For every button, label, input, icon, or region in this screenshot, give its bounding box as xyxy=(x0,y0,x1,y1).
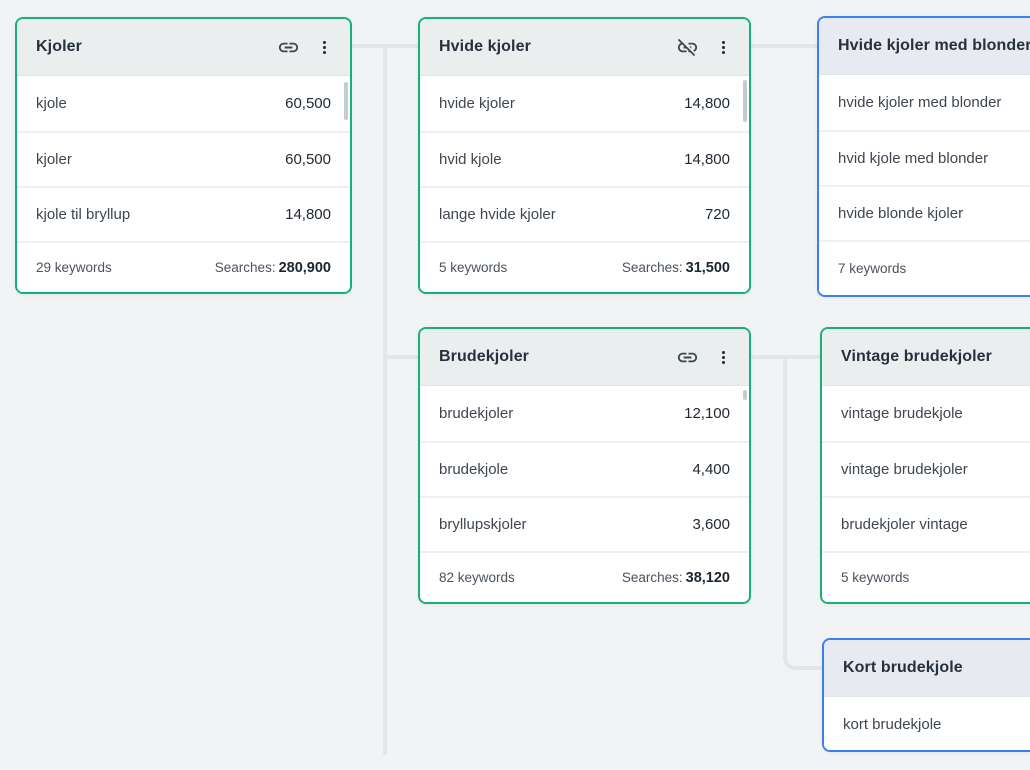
keyword-text: hvide blonde kjoler xyxy=(838,205,963,222)
card-title: Hvide kjoler xyxy=(439,38,663,56)
kebab-menu-icon[interactable] xyxy=(711,341,735,373)
keyword-list: hvide kjoler med blonder hvid kjole med b… xyxy=(819,75,1030,295)
cluster-card-hvide-kjoler[interactable]: Hvide kjoler hvide kjoler14,800hvid kjol… xyxy=(418,17,751,294)
keyword-row[interactable]: hvide kjoler 14,800 xyxy=(420,76,749,131)
searches-total: Searches:38,120 xyxy=(622,570,730,586)
card-footer: 7 keywords xyxy=(819,240,1030,295)
connector-hvide-to-blonder xyxy=(751,44,817,48)
keyword-row[interactable]: hvid kjole 14,800 xyxy=(420,131,749,186)
card-header: Kjoler xyxy=(17,19,350,76)
searches-label: Searches: xyxy=(622,570,683,585)
keyword-text: kort brudekjole xyxy=(843,716,941,733)
keyword-row[interactable]: brudekjole 4,400 xyxy=(420,441,749,496)
card-header: Brudekjoler xyxy=(420,329,749,386)
keyword-text: vintage brudekjoler xyxy=(841,461,968,478)
card-footer: 5 keywords Searches:31,500 xyxy=(420,241,749,292)
link-off-icon[interactable] xyxy=(671,31,703,63)
list-scrollbar-thumb[interactable] xyxy=(743,390,747,400)
card-footer: 5 keywords xyxy=(822,551,1030,602)
link-icon[interactable] xyxy=(272,31,304,63)
kebab-menu-icon[interactable] xyxy=(711,31,735,63)
keyword-text: bryllupskjoler xyxy=(439,516,527,533)
search-volume: 14,800 xyxy=(285,206,331,223)
search-volume: 720 xyxy=(705,206,730,223)
search-volume: 4,400 xyxy=(692,461,730,478)
keyword-row[interactable]: brudekjoler vintage xyxy=(822,496,1030,551)
search-volume: 12,100 xyxy=(684,405,730,422)
searches-label: Searches: xyxy=(215,260,276,275)
keyword-row[interactable]: vintage brudekjole xyxy=(822,386,1030,441)
keyword-row[interactable]: kjole 60,500 xyxy=(17,76,350,131)
connector-branch-brudekjoler xyxy=(383,355,418,359)
keyword-text: hvide kjoler xyxy=(439,95,515,112)
keyword-row[interactable]: vintage brudekjoler xyxy=(822,441,1030,496)
keyword-row[interactable]: hvide blonde kjoler xyxy=(819,185,1030,240)
keywords-count: 5 keywords xyxy=(841,570,909,585)
keyword-list: brudekjoler 12,100 brudekjole 4,400 bryllups… xyxy=(420,386,749,602)
card-footer: 82 keywords Searches:38,120 xyxy=(420,551,749,602)
card-title: Kjoler xyxy=(36,38,264,56)
search-volume: 14,800 xyxy=(684,95,730,112)
cluster-canvas[interactable]: Kjoler kjole 60,500 kjoler 60,500 kjole til … xyxy=(0,0,1030,770)
card-title: Brudekjoler xyxy=(439,348,663,366)
keyword-text: lange hvide kjoler xyxy=(439,206,556,223)
search-volume: 14,800 xyxy=(684,151,730,168)
cluster-card-vintage-brudekjoler[interactable]: Vintage brudekjoler vintage brudekjolevi… xyxy=(820,327,1030,604)
connector-left-trunk xyxy=(383,44,387,755)
keywords-count: 82 keywords xyxy=(439,570,515,585)
searches-label: Searches: xyxy=(622,260,683,275)
search-volume: 3,600 xyxy=(692,516,730,533)
search-volume: 60,500 xyxy=(285,151,331,168)
cluster-card-hvide-kjoler-med-blonder[interactable]: Hvide kjoler med blonder hvide kjoler me… xyxy=(817,16,1030,297)
card-title: Hvide kjoler med blonder xyxy=(838,37,1030,55)
keyword-row[interactable]: lange hvide kjoler 720 xyxy=(420,186,749,241)
card-header: Hvide kjoler xyxy=(420,19,749,76)
keyword-row[interactable]: kjole til bryllup 14,800 xyxy=(17,186,350,241)
keyword-text: hvid kjole med blonder xyxy=(838,150,988,167)
keyword-text: kjoler xyxy=(36,151,72,168)
card-title: Kort brudekjole xyxy=(843,659,1030,677)
card-header: Vintage brudekjoler xyxy=(822,329,1030,386)
keywords-count: 7 keywords xyxy=(838,261,906,276)
keyword-list: kjole 60,500 kjoler 60,500 kjole til bryllup… xyxy=(17,76,350,292)
kebab-menu-icon[interactable] xyxy=(312,31,336,63)
keywords-count: 29 keywords xyxy=(36,260,112,275)
cluster-card-kjoler[interactable]: Kjoler kjole 60,500 kjoler 60,500 kjole til … xyxy=(15,17,352,294)
link-icon[interactable] xyxy=(671,341,703,373)
card-header: Hvide kjoler med blonder xyxy=(819,18,1030,75)
keyword-text: kjole xyxy=(36,95,67,112)
cluster-card-kort-brudekjole[interactable]: Kort brudekjole kort brudekjole xyxy=(822,638,1030,752)
searches-value: 280,900 xyxy=(279,260,331,276)
keyword-text: vintage brudekjole xyxy=(841,405,963,422)
keyword-text: kjole til bryllup xyxy=(36,206,130,223)
searches-value: 38,120 xyxy=(686,570,730,586)
keyword-row[interactable]: kort brudekjole xyxy=(824,697,1030,752)
keyword-list: hvide kjoler 14,800 hvid kjole 14,800 lange … xyxy=(420,76,749,292)
list-scrollbar-thumb[interactable] xyxy=(743,80,747,122)
keyword-row[interactable]: hvid kjole med blonder xyxy=(819,130,1030,185)
keyword-list: vintage brudekjole vintage brudekjoler bru… xyxy=(822,386,1030,602)
searches-total: Searches:280,900 xyxy=(215,260,331,276)
card-title: Vintage brudekjoler xyxy=(841,348,1030,366)
keyword-list: kort brudekjole xyxy=(824,697,1030,750)
card-header: Kort brudekjole xyxy=(824,640,1030,697)
list-scrollbar-thumb[interactable] xyxy=(344,82,348,120)
keyword-row[interactable]: bryllupskjoler 3,600 xyxy=(420,496,749,551)
searches-total: Searches:31,500 xyxy=(622,260,730,276)
keyword-row[interactable]: brudekjoler 12,100 xyxy=(420,386,749,441)
keyword-row[interactable]: hvide kjoler med blonder xyxy=(819,75,1030,130)
keyword-row[interactable]: kjoler 60,500 xyxy=(17,131,350,186)
search-volume: 60,500 xyxy=(285,95,331,112)
keyword-text: brudekjoler vintage xyxy=(841,516,968,533)
card-footer: 29 keywords Searches:280,900 xyxy=(17,241,350,292)
cluster-card-brudekjoler[interactable]: Brudekjoler brudekjoler 12,100 brudekjole 4… xyxy=(418,327,751,604)
keywords-count: 5 keywords xyxy=(439,260,507,275)
keyword-text: hvide kjoler med blonder xyxy=(838,94,1001,111)
keyword-text: brudekjole xyxy=(439,461,508,478)
keyword-text: hvid kjole xyxy=(439,151,502,168)
searches-value: 31,500 xyxy=(686,260,730,276)
keyword-text: brudekjoler xyxy=(439,405,513,422)
connector-elbow-kort-brudekjole xyxy=(783,355,822,670)
